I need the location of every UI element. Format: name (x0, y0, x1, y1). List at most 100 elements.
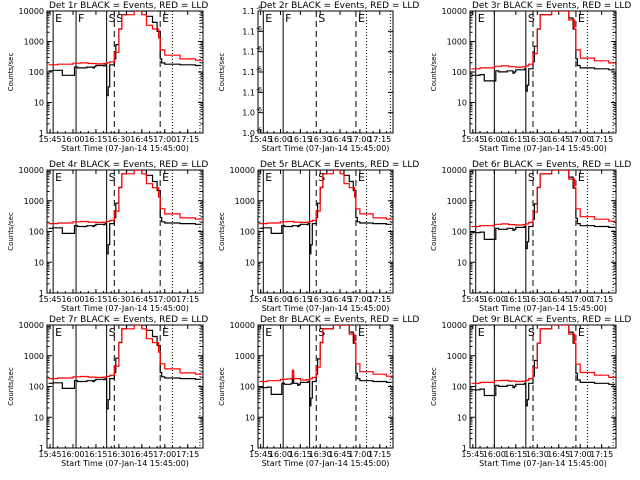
event-marker-label: E (55, 12, 62, 25)
x-tick-label: 16:15 (289, 135, 312, 144)
y-tick-label: 100 (452, 383, 467, 392)
y-tick-label: 1 (250, 444, 255, 453)
y-axis-label: Counts/sec (430, 212, 438, 251)
x-tick-label: 16:00 (483, 450, 506, 459)
event-marker-label: F (285, 12, 291, 25)
x-tick-label: 16:30 (526, 135, 549, 144)
y-tick-label: 1000 (447, 38, 467, 47)
y-tick-label: 100 (452, 228, 467, 237)
x-tick-label: 16:45 (329, 135, 352, 144)
y-tick-label: 10 (34, 258, 44, 267)
y-tick-label: 100 (240, 228, 255, 237)
x-tick-label: 16:30 (309, 450, 332, 459)
x-axis-label: Start Time (07-Jan-14 15:45:00) (479, 144, 607, 153)
x-tick-label: 16:30 (526, 450, 549, 459)
event-marker-label: S (318, 326, 325, 339)
y-axis-label: Counts/sec (218, 53, 226, 92)
x-tick-label: 15:45 (39, 450, 62, 459)
event-marker-label: E (162, 326, 169, 339)
event-marker-label: E (358, 171, 365, 184)
panel-title: Det 5r BLACK = Events, RED = LLD (260, 160, 419, 170)
y-axis-label: Counts/sec (218, 212, 226, 251)
x-tick-label: 17:00 (348, 135, 371, 144)
x-axis-label: Start Time (07-Jan-14 15:45:00) (262, 144, 390, 153)
series-line (48, 325, 202, 410)
y-tick-exponent: -6 (256, 46, 262, 53)
plot-frame (469, 169, 617, 294)
y-tick-exponent: -6 (256, 25, 262, 32)
event-marker-label: E (265, 326, 272, 339)
panel-title: Det 6r BLACK = Events, RED = LLD (472, 160, 631, 170)
y-tick-label: 10 (34, 413, 44, 422)
x-tick-label: 15:45 (461, 450, 484, 459)
x-tick-label: 17:15 (368, 450, 391, 459)
x-tick-label: 17:00 (569, 450, 592, 459)
panel-title: Det 2r BLACK = Events, RED = LLD (260, 1, 419, 11)
y-tick-label: 1.1 (242, 88, 255, 97)
x-tick-label: 16:30 (309, 135, 332, 144)
x-tick-label: 16:45 (329, 450, 352, 459)
series-line (471, 325, 616, 407)
series-line (471, 325, 616, 384)
plot-frame (257, 10, 394, 134)
x-tick-label: 15:45 (249, 295, 272, 304)
y-tick-label: 10 (457, 258, 467, 267)
y-tick-label: 10000 (19, 7, 44, 16)
event-marker-label: F (78, 12, 84, 25)
y-tick-label: 1.1 (242, 48, 255, 57)
x-tick-label: 15:45 (39, 295, 62, 304)
x-tick-label: 16:45 (547, 295, 570, 304)
y-tick-label: 1000 (447, 197, 467, 206)
x-tick-label: 17:15 (590, 450, 613, 459)
y-tick-exponent: -6 (256, 107, 262, 114)
series-line (48, 170, 203, 225)
event-marker-label: E (265, 171, 272, 184)
series-line (48, 325, 203, 380)
y-tick-label: 1000 (24, 352, 44, 361)
event-marker-label: E (578, 12, 585, 25)
y-tick-label: 1.0 (242, 109, 255, 118)
plot-frame (257, 169, 394, 294)
x-tick-label: 16:00 (483, 295, 506, 304)
x-tick-label: 16:45 (547, 135, 570, 144)
y-tick-label: 10 (245, 258, 255, 267)
y-tick-label: 1000 (24, 38, 44, 47)
x-tick-label: 16:15 (289, 450, 312, 459)
x-axis-label: Start Time (07-Jan-14 15:45:00) (479, 459, 607, 468)
y-tick-label: 1 (39, 129, 44, 138)
x-tick-label: 16:15 (289, 295, 312, 304)
series-line (259, 170, 393, 225)
x-tick-label: 17:15 (590, 295, 613, 304)
y-tick-label: 10 (245, 413, 255, 422)
y-tick-label: 100 (29, 383, 44, 392)
x-tick-label: 17:15 (176, 135, 199, 144)
x-tick-label: 16:00 (269, 295, 292, 304)
y-tick-label: 10000 (230, 166, 255, 175)
chart-panel: Det 9r BLACK = Events, RED = LLD15:4516:… (430, 315, 631, 468)
x-tick-label: 17:00 (153, 135, 176, 144)
event-marker-label: E (478, 12, 485, 25)
y-tick-label: 10 (34, 99, 44, 108)
x-tick-label: 17:15 (176, 295, 199, 304)
event-marker-label: E (55, 326, 62, 339)
x-axis-label: Start Time (07-Jan-14 15:45:00) (262, 459, 390, 468)
series-line (259, 325, 393, 407)
x-tick-label: 17:00 (348, 450, 371, 459)
event-marker-label: S (318, 171, 325, 184)
y-axis-label: Counts/sec (7, 212, 15, 251)
y-tick-label: 1000 (24, 197, 44, 206)
series-line (259, 325, 393, 383)
y-tick-label: 1.0 (242, 129, 255, 138)
event-marker-label: E (578, 171, 585, 184)
series-line (471, 170, 616, 228)
y-tick-label: 1 (39, 289, 44, 298)
event-marker-label: E (478, 326, 485, 339)
x-tick-label: 16:15 (84, 135, 107, 144)
y-tick-label: 1.1 (242, 7, 255, 16)
x-tick-label: 16:00 (61, 135, 84, 144)
y-tick-label: 1 (39, 444, 44, 453)
